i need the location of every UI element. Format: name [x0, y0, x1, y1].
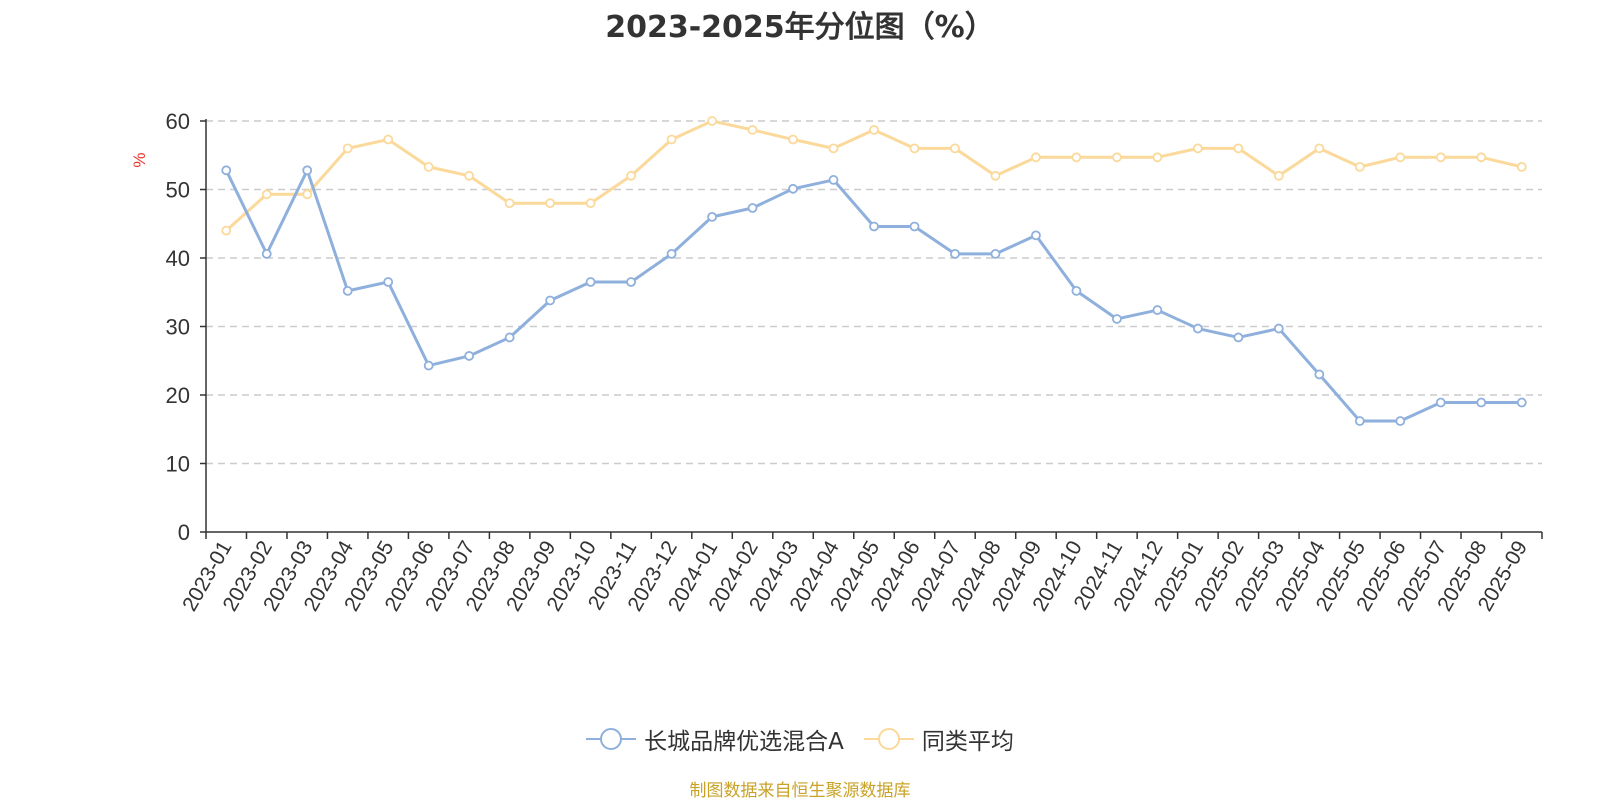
data-point[interactable]: [707, 211, 717, 222]
data-point[interactable]: [1112, 152, 1122, 163]
data-point[interactable]: [1314, 369, 1325, 380]
data-point[interactable]: [747, 125, 758, 135]
data-point[interactable]: [1152, 152, 1163, 163]
data-point[interactable]: [302, 189, 313, 200]
data-point[interactable]: [869, 125, 879, 135]
grid-lines: [206, 120, 1542, 465]
data-point[interactable]: [1152, 305, 1163, 315]
data-point[interactable]: [585, 277, 596, 287]
series-line-1: [225, 119, 1523, 232]
data-point[interactable]: [909, 143, 920, 154]
series-lines: [221, 116, 1527, 426]
data-point[interactable]: [585, 198, 596, 209]
data-point[interactable]: [423, 161, 434, 172]
data-point[interactable]: [666, 248, 677, 259]
data-point[interactable]: [869, 221, 879, 232]
data-point[interactable]: [990, 170, 1001, 181]
data-point[interactable]: [788, 134, 798, 145]
data-point[interactable]: [909, 221, 920, 232]
data-point[interactable]: [302, 165, 313, 176]
y-axis-label: %: [130, 152, 149, 167]
data-point[interactable]: [626, 170, 636, 181]
y-tick-label: 10: [166, 452, 190, 477]
data-point[interactable]: [342, 285, 353, 296]
data-point[interactable]: [1516, 397, 1527, 408]
y-tick-label: 20: [166, 383, 190, 408]
data-point[interactable]: [342, 143, 353, 154]
y-tick-label: 40: [166, 246, 190, 271]
data-point[interactable]: [1476, 397, 1487, 408]
y-tick-label: 30: [166, 315, 190, 340]
y-tick-label: 60: [166, 109, 190, 134]
data-point[interactable]: [221, 225, 232, 236]
data-point[interactable]: [990, 248, 1001, 259]
legend-item-fund[interactable]: 长城品牌优选混合A: [586, 722, 844, 756]
axes: 01020304050602023-012023-022023-032023-0…: [166, 109, 1543, 615]
legend-label-average: 同类平均: [921, 729, 1014, 755]
data-point[interactable]: [1435, 397, 1446, 408]
data-point[interactable]: [1071, 285, 1082, 296]
data-point[interactable]: [423, 360, 434, 371]
data-point[interactable]: [545, 295, 556, 306]
data-point[interactable]: [1476, 152, 1487, 163]
data-point[interactable]: [261, 189, 272, 200]
data-point[interactable]: [1192, 143, 1203, 154]
data-point[interactable]: [1354, 161, 1365, 172]
data-point[interactable]: [950, 248, 960, 259]
legend: 长城品牌优选混合A 同类平均: [0, 722, 1600, 756]
y-tick-label: 50: [166, 178, 190, 203]
source-note: 制图数据来自恒生聚源数据库: [689, 781, 911, 801]
data-point[interactable]: [1031, 152, 1041, 163]
data-point[interactable]: [221, 165, 232, 176]
data-point[interactable]: [383, 134, 394, 145]
data-point[interactable]: [1031, 230, 1041, 241]
data-point[interactable]: [504, 198, 515, 209]
data-point[interactable]: [1112, 314, 1122, 324]
data-point[interactable]: [545, 198, 556, 209]
data-point[interactable]: [1395, 152, 1406, 163]
data-point[interactable]: [950, 143, 960, 154]
data-point[interactable]: [828, 143, 839, 154]
data-point[interactable]: [747, 203, 758, 213]
y-tick-label: 0: [178, 520, 190, 545]
data-point[interactable]: [1354, 416, 1365, 426]
data-point[interactable]: [626, 277, 636, 287]
data-point[interactable]: [1435, 152, 1446, 163]
legend-marker-icon: [586, 728, 637, 750]
data-point[interactable]: [383, 277, 394, 287]
data-point[interactable]: [788, 183, 798, 194]
data-point[interactable]: [1071, 152, 1082, 163]
data-point[interactable]: [261, 248, 272, 259]
data-point[interactable]: [1314, 143, 1325, 154]
data-point[interactable]: [464, 170, 475, 181]
data-point[interactable]: [1233, 143, 1244, 154]
series-line-0: [224, 168, 1522, 423]
legend-item-average[interactable]: 同类平均: [863, 722, 1014, 756]
data-point[interactable]: [1395, 416, 1406, 426]
legend-marker-icon: [863, 728, 914, 750]
data-point[interactable]: [464, 351, 475, 361]
data-point[interactable]: [666, 134, 677, 145]
data-point[interactable]: [1192, 323, 1203, 334]
data-point[interactable]: [707, 116, 717, 126]
data-point[interactable]: [1273, 323, 1284, 334]
data-point[interactable]: [1233, 332, 1244, 343]
data-point[interactable]: [504, 332, 515, 343]
legend-label-fund: 长城品牌优选混合A: [644, 729, 844, 755]
data-point[interactable]: [1273, 170, 1284, 181]
data-point[interactable]: [1516, 161, 1527, 172]
chart-title: 2023-2025年分位图（%）: [605, 10, 995, 45]
data-point[interactable]: [828, 175, 839, 185]
